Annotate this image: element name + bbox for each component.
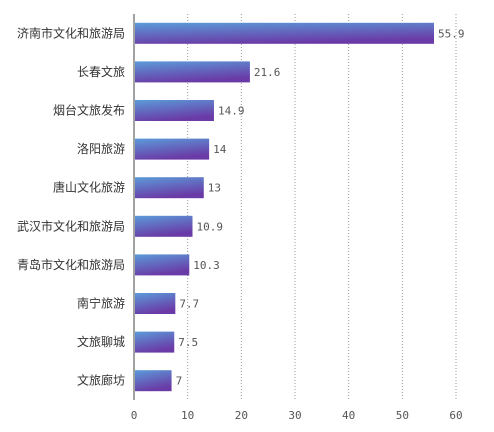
x-tick-label: 0 <box>131 409 138 422</box>
x-tick-label: 40 <box>342 409 355 422</box>
bar <box>135 177 204 199</box>
category-label: 南宁旅游 <box>77 296 125 311</box>
value-label: 55.9 <box>438 27 465 40</box>
value-label: 21.6 <box>254 66 280 79</box>
category-labels: 济南市文化和旅游局长春文旅烟台文旅发布洛阳旅游唐山文化旅游武汉市文化和旅游局青岛… <box>17 25 125 387</box>
value-label: 14.9 <box>218 105 245 118</box>
value-label: 14 <box>213 143 227 156</box>
bar <box>135 61 250 83</box>
bars <box>135 22 434 392</box>
category-label: 武汉市文化和旅游局 <box>17 218 125 233</box>
category-label: 文旅廊坊 <box>77 373 125 388</box>
bar <box>135 138 210 160</box>
bar <box>135 254 190 276</box>
bar <box>135 215 193 237</box>
category-label: 文旅聊城 <box>77 334 125 349</box>
category-label: 长春文旅 <box>77 64 125 79</box>
bar <box>135 370 172 392</box>
category-label: 唐山文化旅游 <box>53 180 125 195</box>
bar <box>135 293 176 314</box>
x-tick-label: 30 <box>288 409 301 422</box>
value-labels: 55.9 21.6 14.9 14 13 10.9 10.3 7.7 7.5 7 <box>176 27 465 387</box>
value-label: 13 <box>208 182 221 195</box>
value-label: 10.9 <box>196 220 223 233</box>
x-tick-label: 50 <box>396 409 409 422</box>
value-label: 7 <box>176 375 183 388</box>
category-label: 洛阳旅游 <box>77 141 125 156</box>
x-tick-label: 20 <box>235 409 248 422</box>
value-label: 10.3 <box>193 259 220 272</box>
bar <box>135 331 175 353</box>
x-axis-ticks: 0 10 20 30 40 50 60 <box>131 409 463 422</box>
x-tick-label: 10 <box>181 409 194 422</box>
x-tick-label: 60 <box>449 409 462 422</box>
value-label: 7.7 <box>179 298 199 311</box>
bar <box>135 100 214 121</box>
bar <box>135 22 434 44</box>
grid-lines <box>133 14 457 400</box>
category-label: 济南市文化和旅游局 <box>17 25 125 40</box>
category-label: 青岛市文化和旅游局 <box>17 257 125 272</box>
category-label: 烟台文旅发布 <box>53 103 125 118</box>
value-label: 7.5 <box>178 336 198 349</box>
